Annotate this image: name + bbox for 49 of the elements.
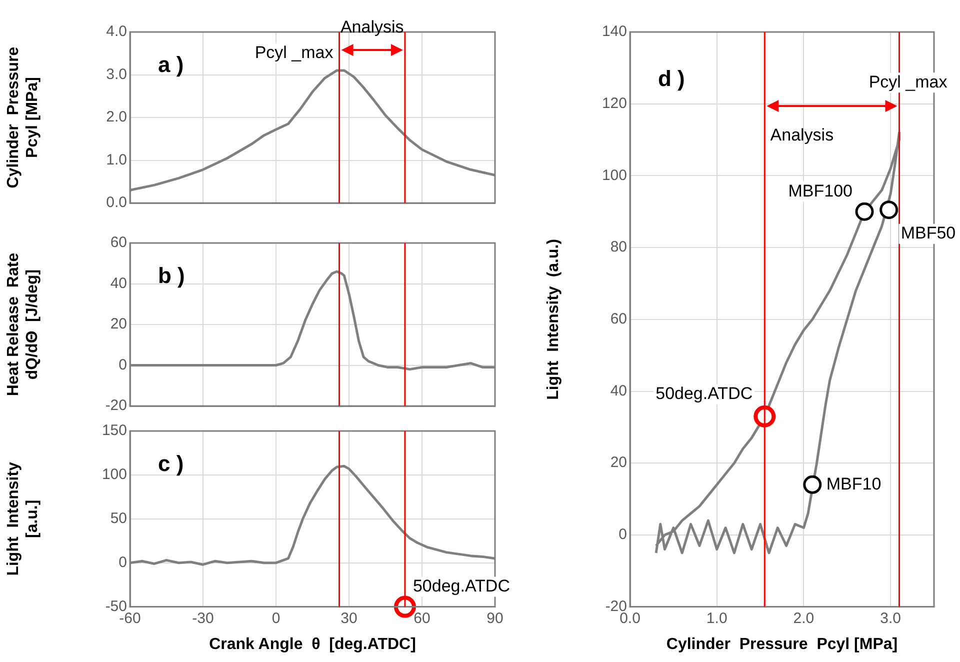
y-axis-title: Cylinder Pressure Pcyl [MPa] <box>5 46 42 188</box>
y-tick-label: 60 <box>610 310 627 328</box>
y-tick-label: 150 <box>102 422 127 440</box>
y-tick-label: 20 <box>110 316 127 333</box>
y-tick-label: 50 <box>110 510 127 528</box>
annotation: MBF100 <box>788 181 853 200</box>
annotation: 50deg.ATDC <box>656 384 753 404</box>
annotation: Analysis <box>340 18 404 37</box>
y-tick-label: 4.0 <box>106 23 127 40</box>
y-axis-title: Heat Release Rate dQ/dΘ [J/deg] <box>5 252 42 396</box>
x-tick-label: 2.0 <box>793 610 814 627</box>
y-tick-label: 140 <box>602 23 627 40</box>
x-tick-label: 60 <box>414 610 430 627</box>
x-tick-label: 30 <box>340 610 358 627</box>
y-tick-label: 100 <box>602 166 627 184</box>
x-tick-label: 1.0 <box>706 610 728 627</box>
annotation: Analysis <box>770 126 834 145</box>
y-tick-label: 100 <box>102 466 127 484</box>
y-axis-title: Light Intensity [a.u.] <box>5 462 42 576</box>
x-tick-label: -30 <box>192 610 214 627</box>
y-tick-label: 0 <box>118 356 127 374</box>
annotation: b ) <box>158 263 185 288</box>
annotation: Pcyl _max <box>254 43 334 62</box>
annotation: c ) <box>158 451 184 476</box>
x-tick-label: 3.0 <box>880 610 901 627</box>
annotation: Pcyl _max <box>868 72 948 92</box>
annotation: d ) <box>658 66 685 92</box>
y-tick-label: 2.0 <box>106 108 127 126</box>
y-tick-label: 3.0 <box>106 66 127 83</box>
y-tick-label: 1.0 <box>106 151 127 168</box>
y-tick-label: 0.0 <box>106 194 127 212</box>
y-axis-title: Light Intensity (a.u.) <box>545 238 562 400</box>
x-tick-label: 90 <box>486 610 504 627</box>
annotation: a ) <box>158 52 184 78</box>
y-tick-label: 120 <box>602 94 627 112</box>
y-tick-label: 80 <box>610 238 627 256</box>
y-tick-label: -20 <box>105 397 127 414</box>
y-tick-label: 20 <box>610 454 627 472</box>
y-tick-label: 60 <box>110 234 127 252</box>
annotation: 50deg.ATDC <box>412 576 510 596</box>
x-axis-title: Crank Angle θ [deg.ATDC] <box>209 636 416 653</box>
annotation: MBF50 <box>900 224 956 243</box>
x-axis-title: Cylinder Pressure Pcyl [MPa] <box>666 636 898 653</box>
x-tick-label: 0 <box>272 610 280 627</box>
annotation: MBF10 <box>826 474 882 494</box>
y-tick-label: 0 <box>618 526 627 544</box>
y-tick-label: 40 <box>610 382 627 400</box>
y-tick-label: 40 <box>110 274 127 292</box>
y-tick-label: 0 <box>118 554 127 571</box>
